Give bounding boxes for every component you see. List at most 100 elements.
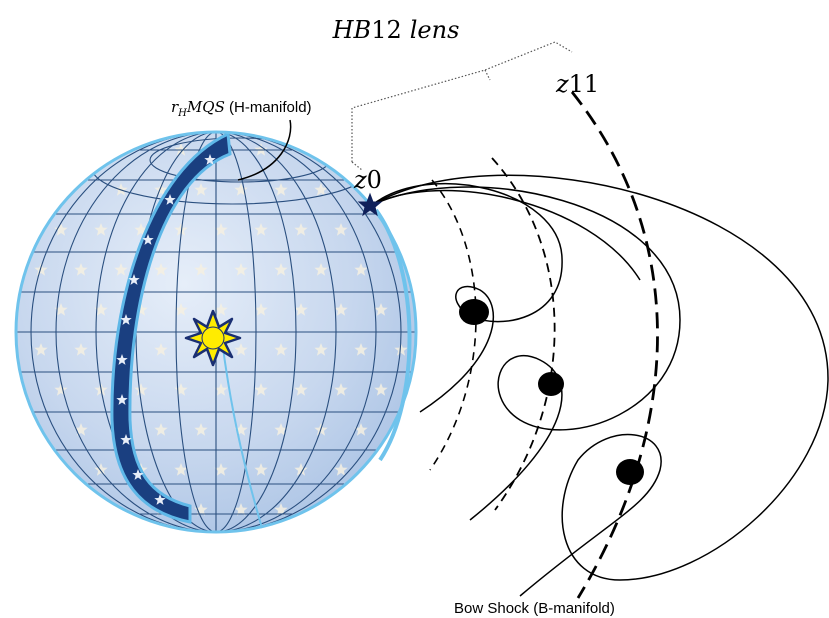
pattern-star-icon (34, 343, 48, 356)
sphere-label-var: r (171, 98, 179, 116)
pattern-star-icon (114, 183, 128, 196)
band-star-icon (142, 234, 154, 245)
pattern-star-icon (194, 183, 208, 196)
star-marker-icon (357, 192, 383, 217)
sphere (14, 130, 418, 534)
sphere-label-sub: H (177, 108, 187, 119)
band-star-icon (128, 274, 140, 285)
pattern-star-icon (394, 343, 408, 356)
band-star-icon (154, 494, 166, 505)
pattern-star-icon (234, 423, 248, 436)
sphere-outline (14, 130, 418, 534)
pattern-star-icon (374, 383, 388, 396)
pattern-star-icon (174, 223, 188, 236)
pattern-star-icon (154, 183, 168, 196)
pattern-star-icon (334, 383, 348, 396)
pattern-star-icon (234, 503, 248, 516)
pattern-star-icon (54, 303, 68, 316)
shock-arc-middle (491, 157, 556, 511)
pattern-star-icon (194, 263, 208, 276)
pattern-star-icon (134, 223, 148, 236)
pattern-star-icon (274, 183, 288, 196)
z11-num: 11 (569, 70, 600, 98)
band-star-icon (120, 314, 132, 325)
pattern-star-icon (374, 303, 388, 316)
sphere-label: rHMQS (H-manifold) (171, 98, 312, 119)
pattern-star-icon (274, 503, 288, 516)
pattern-star-icon (34, 263, 48, 276)
pattern-star-icon (254, 143, 268, 156)
trajectory-loop-1 (371, 183, 563, 413)
body-3 (616, 459, 644, 485)
band-star-pattern (116, 154, 216, 505)
pattern-star-icon (194, 503, 208, 516)
shock-arc-inner (429, 179, 477, 471)
z0-var: z (353, 166, 367, 194)
pattern-star-icon (154, 423, 168, 436)
pattern-star-icon (274, 263, 288, 276)
pattern-star-icon (94, 463, 108, 476)
band-star-icon (116, 394, 128, 405)
pattern-star-icon (134, 303, 148, 316)
pattern-star-icon (154, 343, 168, 356)
shock-arc-z11 (570, 91, 659, 599)
band-star-icon (204, 154, 216, 165)
pattern-star-icon (274, 343, 288, 356)
band-star-icon (132, 469, 144, 480)
pattern-star-icon (294, 303, 308, 316)
pattern-star-icon (294, 463, 308, 476)
pattern-star-icon (314, 263, 328, 276)
z11-label: z11 (555, 70, 599, 98)
trajectory-loop-4 (371, 189, 641, 281)
pattern-star-icon (234, 183, 248, 196)
trajectory-loop-3 (371, 174, 829, 597)
bodies (459, 299, 644, 485)
sun-icon (184, 309, 242, 367)
sphere-grid (16, 132, 416, 532)
pattern-star-icon (174, 463, 188, 476)
pattern-star-icon (334, 463, 348, 476)
pattern-star-icon (334, 223, 348, 236)
pattern-star-icon (94, 223, 108, 236)
pattern-star-icon (74, 343, 88, 356)
pattern-star-icon (114, 263, 128, 276)
pattern-star-icon (354, 343, 368, 356)
pattern-star-icon (214, 383, 228, 396)
pattern-star-icon (254, 463, 268, 476)
z0-label: z0 (353, 166, 382, 194)
sphere-label-suffix: (H-manifold) (225, 99, 312, 116)
pattern-star-icon (234, 343, 248, 356)
pattern-star-icon (74, 423, 88, 436)
band-star-icon (164, 194, 176, 205)
pattern-star-icon (254, 223, 268, 236)
pattern-star-icon (314, 343, 328, 356)
trajectories (371, 174, 829, 597)
pattern-star-icon (314, 183, 328, 196)
pattern-star-icon (54, 383, 68, 396)
z11-var: z (555, 70, 569, 98)
pattern-star-icon (274, 423, 288, 436)
pattern-star-icon (294, 383, 308, 396)
sphere-label-rest: MQS (186, 98, 225, 116)
pattern-star-icon (254, 383, 268, 396)
band-star-icon (116, 354, 128, 365)
pattern-star-icon (94, 303, 108, 316)
pattern-star-icon (174, 143, 188, 156)
title-num: 12 (371, 16, 402, 44)
pattern-star-icon (234, 263, 248, 276)
bow-shock-arcs (429, 91, 659, 599)
pattern-star-icon (54, 223, 68, 236)
pattern-star-icon (354, 423, 368, 436)
sphere-bottom-line (221, 339, 263, 529)
pattern-star-icon (294, 223, 308, 236)
lens-bracket (351, 41, 573, 171)
pattern-star-icon (174, 303, 188, 316)
title-word: lens (410, 16, 460, 44)
pattern-star-icon (134, 383, 148, 396)
pattern-star-icon (154, 263, 168, 276)
pattern-star-icon (74, 263, 88, 276)
pattern-star-icon (354, 263, 368, 276)
pattern-star-icon (334, 303, 348, 316)
pattern-star-icon (174, 383, 188, 396)
